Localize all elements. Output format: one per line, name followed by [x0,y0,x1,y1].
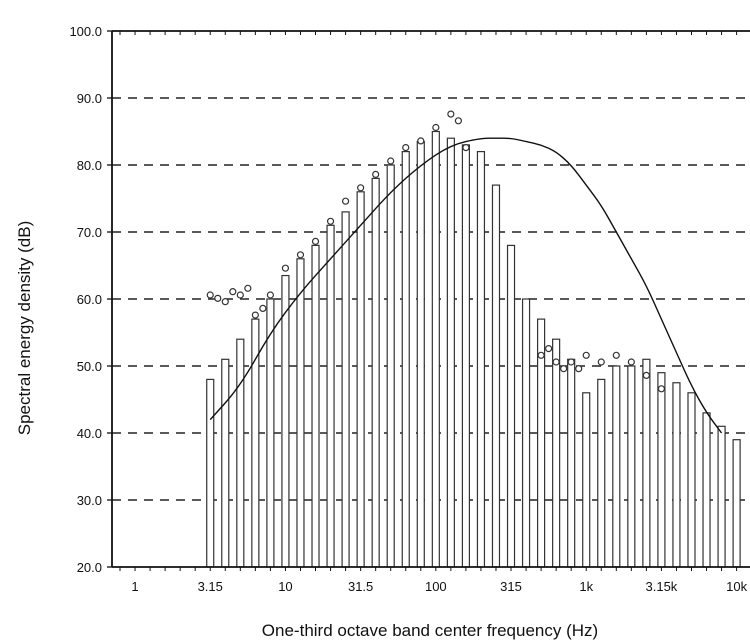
bar [476,151,486,568]
bar-series [206,130,741,568]
y-tick-label: 20.0 [77,560,102,575]
bar [311,244,320,568]
bar [506,244,516,568]
x-tick-label: 10 [278,579,292,594]
x-tick-label: 31.5 [348,579,373,594]
y-tick-label: 50.0 [77,359,102,374]
data-point [296,251,305,259]
data-point [447,110,455,118]
bar [371,177,380,568]
x-tick-label: 100 [425,579,447,594]
x-tick-label: 10k [726,579,747,594]
data-point [462,144,470,152]
y-tick-label: 100.0 [69,24,102,39]
data-point [642,371,650,379]
data-point [417,137,425,145]
data-point [575,365,583,373]
data-point [567,358,575,366]
bar [446,137,455,568]
bar [416,140,425,568]
y-axis-ticks: 20.0 30.0 40.0 50.0 60.0 70.0 80.0 90.0 100.0 [69,24,112,575]
data-point [244,284,252,292]
bar [597,378,606,568]
x-tick-label: 3.15 [198,579,223,594]
y-tick-label: 90.0 [77,91,102,106]
data-point [251,311,259,319]
bar [567,358,576,568]
y-tick-label: 30.0 [77,493,102,508]
data-point [537,351,545,359]
bar [281,274,290,568]
bar [206,378,215,568]
y-tick-label: 60.0 [77,292,102,307]
data-point [266,291,274,299]
data-point [560,365,568,373]
bar [341,211,350,568]
data-point [545,345,553,353]
bar [386,164,395,568]
bar [732,439,741,568]
x-tick-label: 1k [579,579,593,594]
data-point [236,291,244,299]
bar [702,412,711,568]
data-point [582,351,590,359]
y-tick-label: 70.0 [77,225,102,240]
model-curve [209,137,723,434]
data-point [357,184,365,192]
curve-series [209,137,723,434]
data-point [372,170,380,178]
y-tick-label: 40.0 [77,426,102,441]
bar [687,392,696,568]
x-axis-label: One-third octave band center frequency (… [262,621,598,640]
data-point [657,385,666,393]
data-point [552,358,560,366]
data-point [229,288,237,296]
bar [717,425,726,568]
x-axis-ticks: 1 3.15 10 31.5 100 315 1k 3.15k 10k [119,567,748,594]
bar [657,372,666,568]
data-point [326,217,335,225]
bar [672,382,681,568]
bar [521,298,531,568]
x-tick-label: 3.15k [646,579,678,594]
data-point [221,298,229,306]
bar [431,130,440,568]
bar [326,224,335,568]
bar [552,338,561,568]
bar [296,258,305,568]
bar [642,358,651,568]
circle-series [206,110,666,393]
x-tick-label: 1 [131,579,138,594]
bar [461,144,471,568]
bar [491,184,501,568]
bar [221,358,230,568]
data-point [281,264,290,272]
data-point [206,291,214,299]
bar [236,338,245,568]
y-axis-label: Spectral energy density (dB) [15,221,34,436]
data-point [214,294,222,302]
data-point [311,237,320,245]
data-point [432,123,440,132]
data-point [612,351,620,359]
data-point [454,117,462,125]
data-point [341,197,350,205]
data-point [387,157,395,165]
bar [356,191,365,568]
bar [627,365,636,568]
data-point [259,304,267,312]
bar [401,151,410,568]
bar [582,392,591,568]
data-point [402,144,410,152]
data-point [627,358,635,366]
bar [612,365,621,568]
x-tick-label: 315 [500,579,522,594]
data-point [597,358,605,366]
y-tick-label: 80.0 [77,158,102,173]
